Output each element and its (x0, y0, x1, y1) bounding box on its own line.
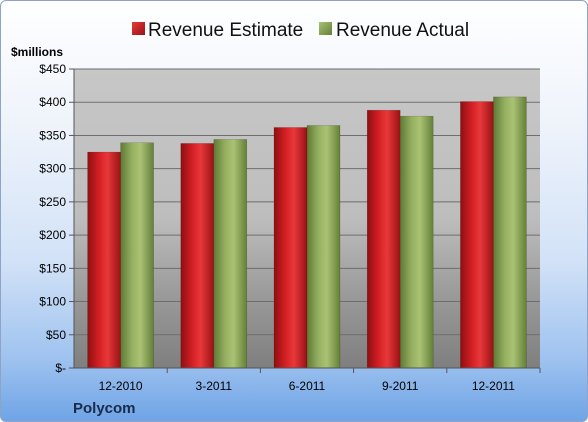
bar-estimate (273, 127, 308, 369)
bars (87, 96, 527, 369)
y-axis-unit-label: $millions (11, 45, 63, 59)
legend-swatch-estimate (132, 22, 145, 35)
bar-actual (399, 115, 434, 369)
y-tick-label: $100 (39, 295, 66, 309)
x-tick-label: 3-2011 (196, 379, 233, 393)
y-tick-label: $- (55, 361, 66, 375)
y-tick-label: $200 (39, 228, 66, 242)
legend-label-estimate: Revenue Estimate (148, 20, 303, 41)
bar-actual (120, 142, 154, 369)
y-tick-label: $350 (39, 128, 66, 142)
legend: Revenue Estimate Revenue Actual (132, 20, 469, 41)
bar-actual (213, 139, 248, 369)
y-tick-label: $300 (39, 162, 66, 176)
bar-estimate (366, 109, 401, 369)
y-tick-label: $450 (39, 62, 66, 76)
legend-label-actual: Revenue Actual (336, 20, 469, 41)
legend-swatch-actual (319, 22, 332, 35)
x-tick-label: 9-2011 (382, 379, 419, 393)
y-tick-label: $50 (46, 328, 66, 342)
bar-estimate (87, 151, 121, 369)
y-tick-label: $400 (39, 95, 66, 109)
y-tick-label: $150 (39, 261, 66, 275)
bar-actual (493, 96, 527, 369)
x-tick-label: 12-2010 (99, 379, 143, 393)
bar-estimate (460, 101, 494, 369)
x-tick-label: 12-2011 (472, 379, 515, 393)
x-tick-label: 6-2011 (289, 379, 326, 393)
y-axis: $- $50 $100 $150 $200 $250 $300 $350 $400 $450 (39, 62, 74, 375)
company-name: Polycom (73, 400, 136, 417)
bar-estimate (180, 143, 215, 369)
bar-actual (306, 125, 341, 369)
y-tick-label: $250 (39, 195, 66, 209)
x-axis: 12-2010 3-2011 6-2011 9-2011 12-2011 (73, 69, 541, 393)
